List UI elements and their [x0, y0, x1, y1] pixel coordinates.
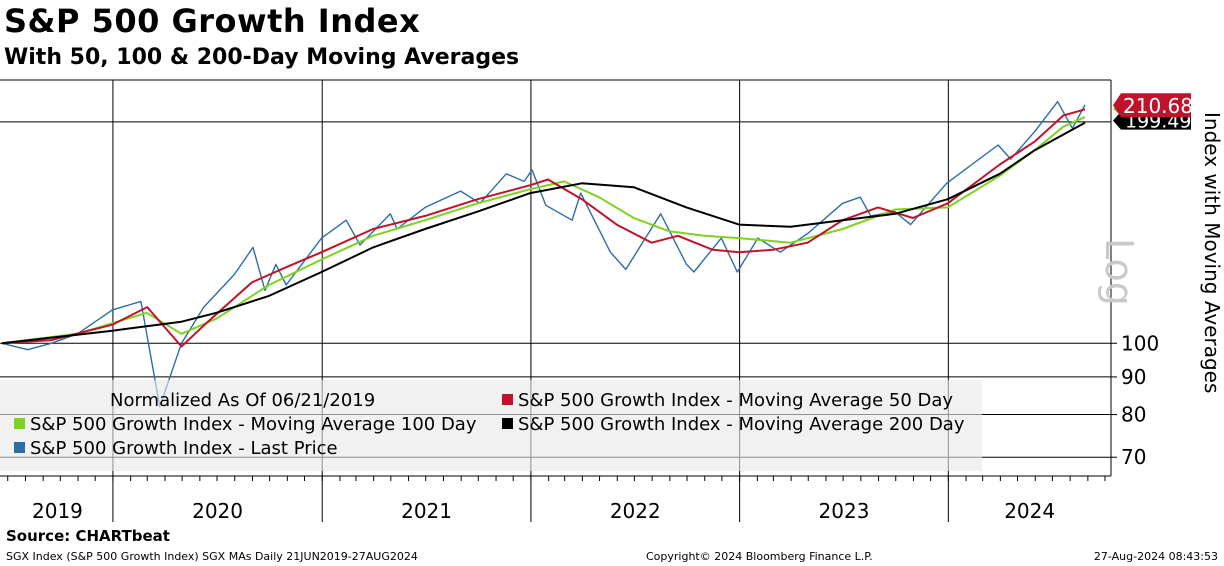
- legend-item-ma100: S&P 500 Growth Index - Moving Average 10…: [14, 414, 477, 435]
- series-ma200-line: [1, 121, 1086, 345]
- last-value-tag-last-price: [1113, 93, 1191, 118]
- legend-note: Normalized As Of 06/21/2019: [110, 390, 376, 411]
- y-tick-label-100: 100: [1121, 331, 1159, 355]
- legend-swatch-last: [14, 442, 25, 453]
- legend-swatch-ma200: [502, 418, 513, 429]
- legend-item-ma50: S&P 500 Growth Index - Moving Average 50…: [502, 390, 953, 411]
- y-tick-label-90: 90: [1121, 365, 1146, 389]
- y-tick-label-70: 70: [1121, 445, 1146, 469]
- legend-label-last: S&P 500 Growth Index - Last Price: [30, 438, 338, 459]
- last-value-label-last-price: 210.68: [1123, 94, 1193, 118]
- x-tick-label-2020: 2020: [192, 499, 243, 523]
- x-tick-label-2021: 2021: [401, 499, 452, 523]
- x-tick-label-2023: 2023: [819, 499, 870, 523]
- legend-item-ma200: S&P 500 Growth Index - Moving Average 20…: [502, 414, 965, 435]
- log-scale-label: Log: [1097, 238, 1141, 306]
- y-axis-title: Index with Moving Averages: [1200, 112, 1224, 394]
- series-ma50-line: [1, 108, 1086, 348]
- legend-label-ma100: S&P 500 Growth Index - Moving Average 10…: [30, 414, 477, 435]
- footer-copyright: Copyright© 2024 Bloomberg Finance L.P.: [646, 550, 873, 563]
- source-note: Source: CHARTbeat: [6, 527, 170, 545]
- y-tick-label-80: 80: [1121, 403, 1146, 427]
- x-tick-label-2019: 2019: [32, 499, 83, 523]
- footer-timestamp: 27-Aug-2024 08:43:53: [1093, 550, 1218, 563]
- x-tick-label-2022: 2022: [610, 499, 661, 523]
- series-ma100-line: [1, 116, 1086, 345]
- legend-box: [0, 380, 982, 471]
- series-last-price-line: [1, 100, 1086, 408]
- legend-swatch-ma50: [502, 394, 513, 405]
- legend-swatch-ma100: [14, 418, 25, 429]
- legend-label-ma50: S&P 500 Growth Index - Moving Average 50…: [518, 390, 954, 411]
- chart-subtitle: With 50, 100 & 200-Day Moving Averages: [4, 45, 520, 70]
- footer-left: SGX Index (S&P 500 Growth Index) SGX MAs…: [6, 550, 418, 563]
- chart-title: S&P 500 Growth Index: [4, 2, 421, 40]
- legend-item-last: S&P 500 Growth Index - Last Price: [14, 438, 338, 459]
- legend-label-ma200: S&P 500 Growth Index - Moving Average 20…: [518, 414, 965, 435]
- x-tick-label-2024: 2024: [1004, 499, 1055, 523]
